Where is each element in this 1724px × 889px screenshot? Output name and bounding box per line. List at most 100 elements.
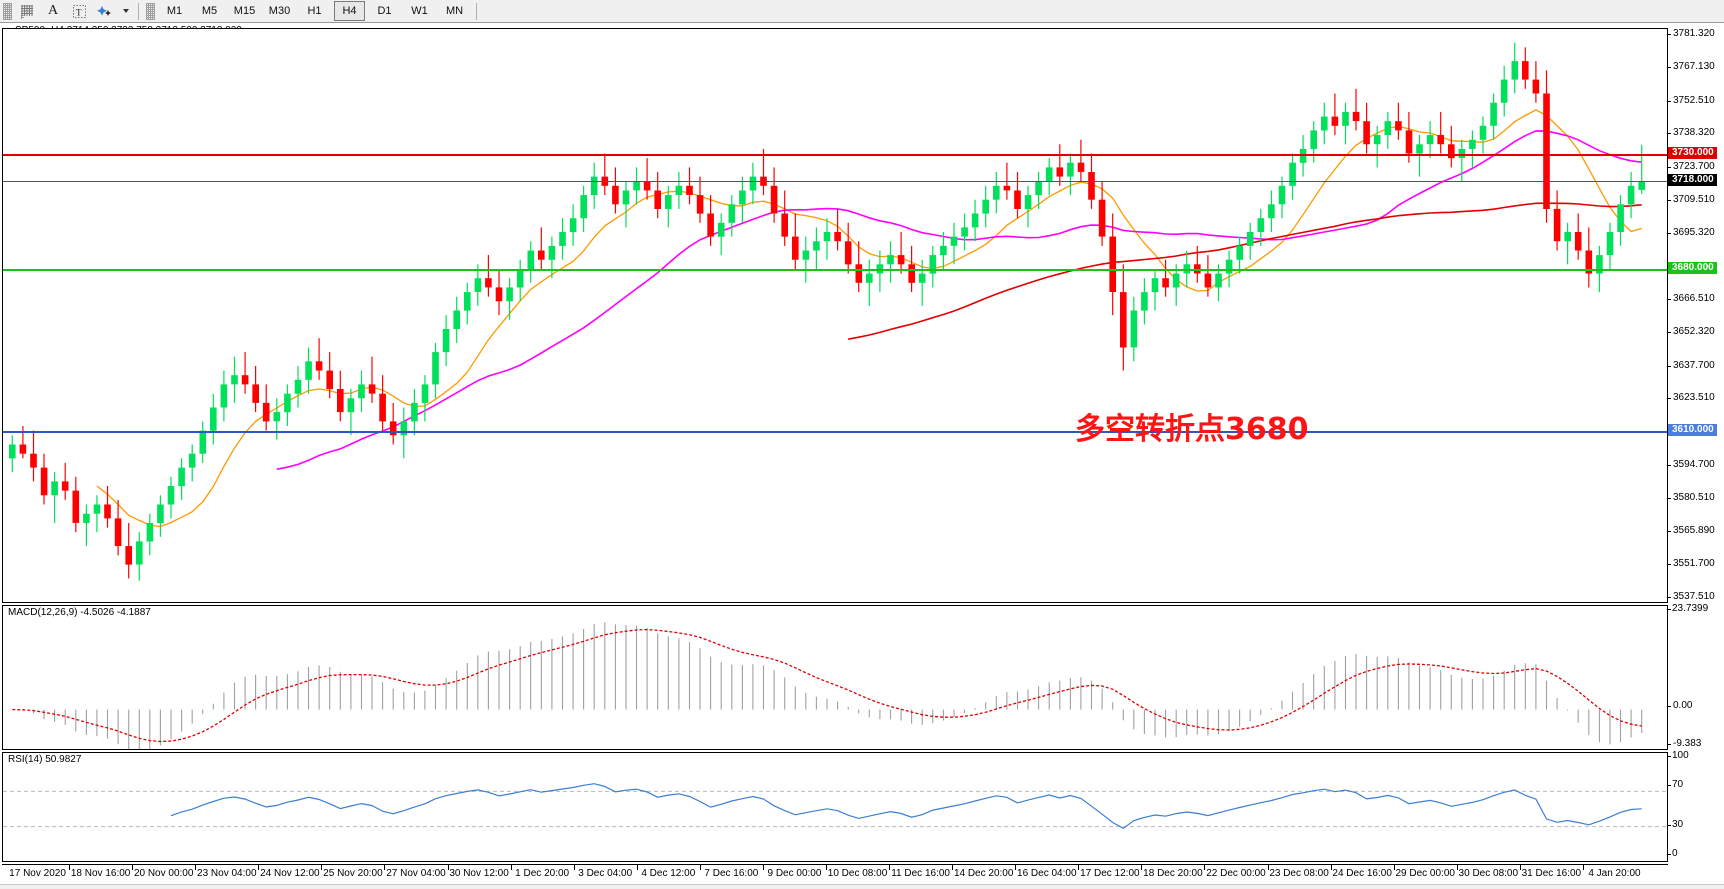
macd-tick-2: -9.383 (1668, 738, 1701, 750)
level-line-3730-000[interactable] (3, 153, 1667, 156)
time-tick-25 (1582, 865, 1584, 870)
chevron-down-icon[interactable] (119, 1, 133, 22)
macd-label: MACD(12,26,9) -4.5026 -4.1887 (7, 607, 152, 618)
price-tick-3752-510: 3752.510 (1668, 95, 1715, 107)
timeframe-m15[interactable]: M15 (233, 5, 256, 17)
price-tick-3565-890: 3565.890 (1668, 525, 1715, 537)
price-plot-area[interactable] (3, 29, 1667, 602)
price-tick-3623-510: 3623.510 (1668, 392, 1715, 404)
time-tick-6 (384, 865, 386, 870)
time-tick-5 (321, 865, 323, 870)
time-tick-7 (447, 865, 449, 870)
timeframe-h1[interactable]: H1 (307, 5, 322, 17)
time-tick-1 (69, 865, 71, 870)
toolbar-grip[interactable] (3, 2, 12, 20)
time-label-18: 18 Dec 20:00 (1143, 868, 1203, 879)
price-tick-3652-320: 3652.320 (1668, 326, 1715, 338)
timeframe-mn[interactable]: MN (445, 5, 464, 17)
time-label-2: 20 Nov 00:00 (133, 868, 194, 879)
time-label-23: 30 Dec 08:00 (1458, 868, 1519, 879)
time-axis[interactable]: 17 Nov 2020 18 Nov 16:00 20 Nov 00:00 23 No… (2, 864, 1668, 884)
rsi-plot-area[interactable] (3, 753, 1667, 861)
time-label-16: 16 Dec 04:00 (1017, 868, 1077, 879)
timeframe-m30[interactable]: M30 (268, 5, 291, 17)
time-tick-16 (1015, 865, 1017, 870)
level-line-3610-000[interactable] (3, 430, 1667, 433)
objects-icon[interactable] (93, 1, 117, 22)
macd-plot-area[interactable] (3, 606, 1667, 749)
price-scale[interactable]: 3781.320 3767.130 3752.510 3738.320 3730.000… (1668, 28, 1724, 862)
macd-tick-0: 23.7399 (1668, 603, 1708, 615)
price-tick-3610-000[interactable]: 3610.000 (1668, 423, 1717, 436)
macd-tick-1: 0.00 (1668, 700, 1692, 712)
price-tick-3551-700: 3551.700 (1668, 558, 1715, 570)
time-tick-13 (826, 865, 827, 870)
price-chart-panel[interactable] (2, 28, 1668, 603)
price-tick-3723-700: 3723.700 (1668, 161, 1715, 173)
svg-text:T: T (76, 7, 82, 17)
rsi-panel[interactable]: RSI(14) 50.9827 (2, 752, 1668, 862)
time-tick-19 (1204, 865, 1206, 870)
toolbar-divider (138, 2, 139, 20)
price-tick-3781-320: 3781.320 (1668, 28, 1715, 40)
time-label-24: 31 Dec 16:00 (1521, 868, 1582, 879)
time-label-22: 29 Dec 00:00 (1395, 868, 1455, 879)
time-label-7: 30 Nov 12:00 (449, 868, 509, 879)
toolbar: F A T M1 M5 M15 M30 H1 H4 D1 W1 MN (0, 0, 1724, 23)
price-tick-3594-700: 3594.700 (1668, 459, 1715, 471)
status-bar (0, 884, 1724, 889)
rsi-tick-100: 100 (1668, 750, 1689, 762)
price-tick-3637-700: 3637.700 (1668, 360, 1715, 372)
time-tick-2 (132, 865, 134, 870)
svg-text:F: F (21, 15, 24, 19)
time-tick-8 (510, 865, 512, 870)
timeframe-h4[interactable]: H4 (334, 1, 365, 21)
macd-panel[interactable]: MACD(12,26,9) -4.5026 -4.1887 (2, 605, 1668, 750)
text-tool-icon[interactable]: A (47, 3, 59, 18)
level-line-3718-000[interactable] (3, 181, 1667, 183)
price-tick-3680-000[interactable]: 3680.000 (1668, 261, 1717, 274)
time-tick-23 (1456, 865, 1458, 870)
price-tick-3718-000[interactable]: 3718.000 (1668, 174, 1717, 187)
price-tick-3580-510: 3580.510 (1668, 492, 1715, 504)
rsi-label: RSI(14) 50.9827 (7, 754, 83, 765)
price-tick-3767-130: 3767.130 (1668, 61, 1715, 73)
rsi-tick-70: 70 (1668, 779, 1683, 791)
rsi-tick-0: 0 (1668, 848, 1678, 860)
time-tick-17 (1078, 865, 1080, 870)
timeframe-w1[interactable]: W1 (411, 5, 428, 17)
level-line-3680-000[interactable] (3, 268, 1667, 271)
time-label-11: 7 Dec 16:00 (704, 868, 759, 879)
time-label-19: 22 Dec 00:00 (1206, 868, 1266, 879)
price-tick-3730-000[interactable]: 3730.000 (1668, 146, 1717, 159)
timeframe-m1[interactable]: M1 (166, 5, 183, 17)
time-label-0: 17 Nov 2020 (9, 868, 66, 879)
time-tick-9 (573, 865, 575, 870)
time-tick-20 (1267, 865, 1269, 870)
time-label-3: 23 Nov 04:00 (197, 868, 257, 879)
time-tick-18 (1141, 865, 1143, 870)
time-label-1: 18 Nov 16:00 (70, 868, 131, 879)
time-tick-3 (195, 865, 197, 870)
time-tick-11 (699, 865, 701, 870)
price-tick-3709-510: 3709.510 (1668, 194, 1715, 206)
timeframe-d1[interactable]: D1 (377, 5, 392, 17)
macd-series (12, 622, 1643, 749)
time-label-21: 24 Dec 16:00 (1332, 868, 1392, 879)
time-label-8: 1 Dec 20:00 (515, 868, 570, 879)
time-label-5: 25 Nov 20:00 (323, 868, 383, 879)
crosshair-grid-icon[interactable]: F (15, 1, 39, 22)
time-label-4: 24 Nov 12:00 (260, 868, 320, 879)
time-tick-10 (636, 865, 638, 870)
price-tick-3695-320: 3695.320 (1668, 227, 1715, 239)
time-label-12: 9 Dec 00:00 (767, 868, 822, 879)
toolbar-divider-2 (476, 2, 477, 20)
timeframe-m5[interactable]: M5 (201, 5, 218, 17)
text-label-icon[interactable]: T (67, 1, 91, 22)
time-tick-14 (889, 865, 891, 870)
time-label-14: 11 Dec 16:00 (891, 868, 950, 879)
price-tick-3537-510: 3537.510 (1668, 591, 1715, 603)
price-tick-3666-510: 3666.510 (1668, 293, 1715, 305)
time-tick-22 (1393, 865, 1395, 870)
timeframe-grip[interactable] (146, 2, 155, 20)
